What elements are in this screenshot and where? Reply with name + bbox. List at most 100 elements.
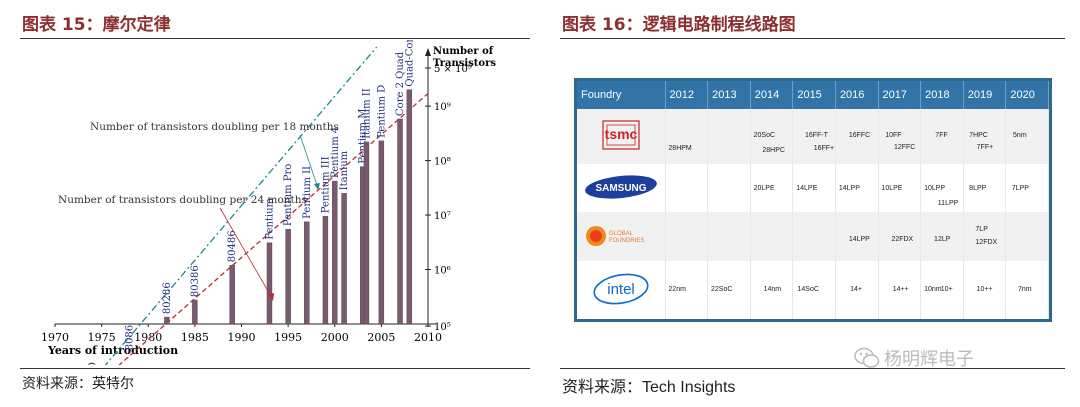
process-cell-content: 5nm: [1006, 109, 1048, 164]
process-node-label: 10+: [940, 286, 953, 294]
process-node-label: 10nm: [924, 286, 942, 294]
bar-itanium-ii: [363, 141, 370, 325]
process-cell-content: 20LPE: [751, 164, 793, 212]
bar-label: Pentium Pro: [283, 164, 294, 227]
figure-16-title: 图表 16：逻辑电路制程线路图: [562, 15, 796, 35]
bar-label: 80386: [190, 265, 201, 297]
figure-15-source-rule: [20, 368, 530, 369]
bar-label: Itanium II: [361, 88, 372, 139]
process-cell-content: 12LP: [921, 212, 963, 260]
process-cell-content: 28HPM: [666, 109, 708, 164]
x-tick-label: 1995: [274, 331, 302, 344]
figure-16-source: 资料来源：Tech Insights: [562, 379, 736, 396]
bar-label: Pentium 4: [330, 127, 341, 178]
table-row-samsung: SAMSUNG 20LPE 14LPE 14LPP 10LPE 10LPP 11LPP 8LP…: [577, 163, 1049, 213]
y-axis-label-line2: Transistors: [433, 58, 496, 69]
process-cell-content: 10nm 10+: [921, 261, 963, 319]
samsung-logo: SAMSUNG: [584, 175, 657, 199]
bar-label: 8086: [125, 325, 136, 350]
process-cell: [665, 163, 709, 213]
y-tick-label: 10⁸: [434, 157, 451, 168]
header-year: 2015: [792, 81, 836, 109]
process-node-label: 11LPP: [937, 199, 959, 207]
x-tick-label: 2010: [414, 331, 442, 344]
process-node-label: 22SoC: [711, 286, 733, 294]
tsmc-logo: tsmc: [602, 120, 640, 151]
process-cell: 10++: [963, 260, 1007, 319]
bar-core-2-quad: [397, 118, 403, 325]
process-cell-content: 16FFC: [836, 109, 878, 164]
process-cell: 10LPP 11LPP: [920, 163, 964, 213]
process-cell-content: 14++: [879, 261, 921, 319]
process-cell: [707, 212, 751, 261]
process-cell: 10LPE: [878, 163, 922, 213]
process-cell-content: 14LPP: [836, 212, 878, 260]
bar-label: Pentium: [264, 197, 275, 239]
process-node-label: 8LPP: [969, 185, 987, 193]
x-tick-label: 1990: [228, 331, 256, 344]
process-node-label: 7LP: [975, 226, 988, 234]
y-tick-label: 10⁶: [434, 266, 451, 277]
intel-logo: intel: [593, 273, 649, 305]
process-cell: 14SoC: [792, 260, 836, 319]
process-cell: [750, 212, 794, 261]
process-node-label: 20LPE: [753, 185, 775, 193]
process-cell-content: 22SoC: [708, 261, 750, 319]
bar-pentium-d: [378, 140, 385, 325]
process-node-label: 12FFC: [893, 144, 916, 152]
header-year: 2012: [665, 81, 709, 109]
bar-pentium-iii: [322, 216, 329, 325]
y-axis-label: Number of Transistors: [433, 46, 496, 69]
process-node-label: 7FF: [935, 132, 948, 140]
figure-15-title-rule: [20, 38, 530, 39]
bar-pentium: [266, 242, 273, 325]
process-cell-content: 20SoC 28HPC: [751, 109, 793, 164]
foundry-logo-cell: SAMSUNG: [577, 163, 666, 213]
annotation-18-pointer: [299, 134, 319, 189]
process-cell: [1005, 212, 1049, 261]
y-tick-label: 5 × 10⁹: [434, 64, 472, 75]
process-cell-content: 14LPP: [836, 164, 878, 212]
table-row-globalfoundries: GLOBAL FOUNDRIES 14LPP 22FDX 12LP 7LP 12FDX: [577, 212, 1049, 261]
annotation-24-months: Number of transistors doubling per 24 mo…: [58, 194, 307, 206]
process-cell-content: [708, 212, 750, 260]
bar-quad-core-itanium: [406, 89, 413, 325]
process-cell: 12LP: [920, 212, 964, 261]
process-cell: 16FF-T 16FF+: [792, 109, 836, 164]
process-node-label: 22FDX: [891, 236, 914, 244]
annotation-24-pointer: [219, 207, 273, 299]
table-header-row: Foundry 2012 2013 2014 2015 2016 2017 2018 2019 2…: [577, 81, 1049, 109]
process-cell: 28HPM: [665, 109, 709, 164]
figure-16-source-rule: [560, 368, 1065, 369]
process-node-label: 20SoC: [753, 132, 776, 140]
process-node-label: 14LPP: [848, 236, 870, 244]
process-node-label: 7FF+: [976, 144, 994, 152]
process-cell: 22FDX: [878, 212, 922, 261]
process-cell: [707, 109, 751, 164]
process-cell-content: 14LPE: [793, 164, 835, 212]
foundry-logo-cell: tsmc: [577, 109, 666, 164]
watermark-text: 杨明辉电子: [884, 349, 974, 370]
svg-text:tsmc: tsmc: [604, 126, 637, 142]
curve-18-months: [104, 46, 378, 365]
svg-text:SAMSUNG: SAMSUNG: [595, 183, 646, 194]
x-axis-label: Years of introduction: [47, 344, 178, 357]
process-node-label: 16FFC: [848, 132, 871, 140]
process-cell: 7LPP: [1005, 163, 1049, 213]
bar-label: Pentium II: [302, 166, 313, 219]
bar-label: Pentium III: [320, 156, 331, 213]
process-cell: [665, 212, 709, 261]
header-foundry: Foundry: [577, 81, 666, 109]
process-cell-content: 10LPP 11LPP: [921, 164, 963, 212]
process-cell-content: 7LP 12FDX: [964, 212, 1006, 260]
process-cell: 14+: [835, 260, 879, 319]
process-cell-content: 7nm: [1006, 261, 1048, 319]
process-node-label: 12FDX: [975, 238, 998, 246]
globalfoundries-logo: GLOBAL FOUNDRIES: [585, 225, 644, 246]
process-cell: 22nm: [665, 260, 709, 319]
process-cell: 14LPP: [835, 163, 879, 213]
process-cell-content: 10FF 12FFC: [879, 109, 921, 164]
svg-text:GLOBAL: GLOBAL: [609, 231, 634, 237]
process-node-label: 10LPE: [881, 185, 903, 193]
